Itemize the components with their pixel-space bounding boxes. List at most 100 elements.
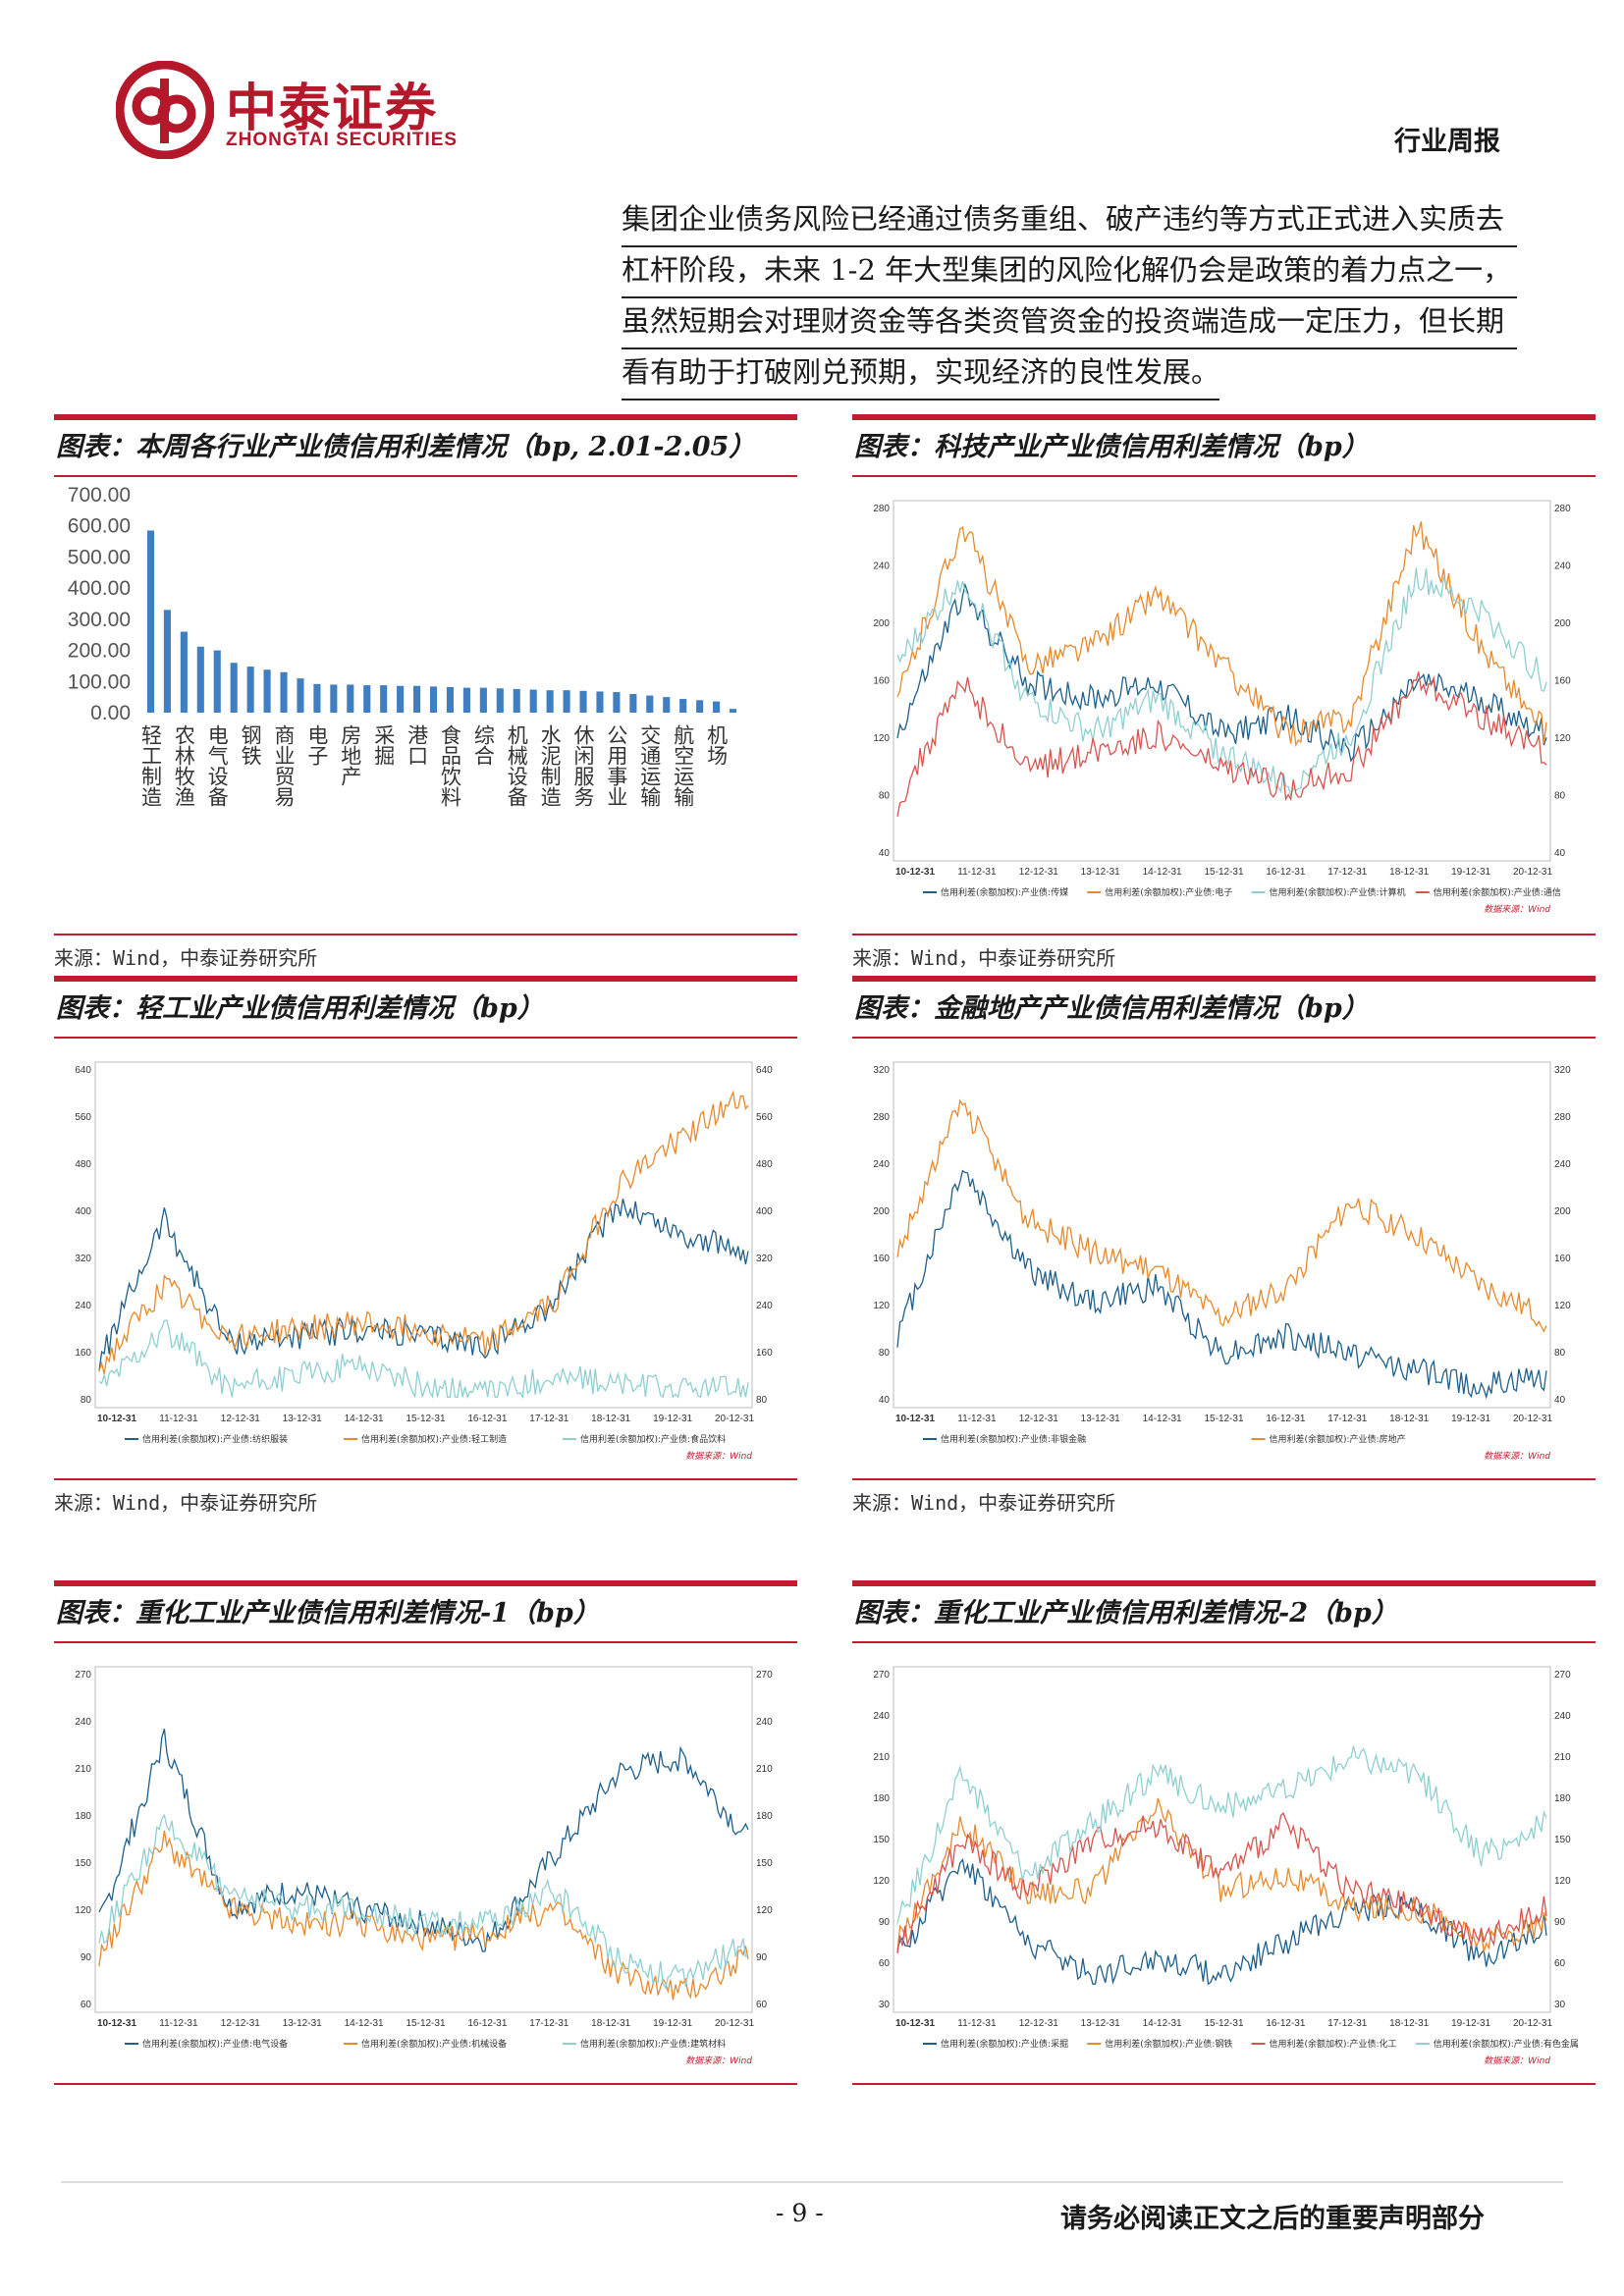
chart-data-source: 数据来源：Wind xyxy=(685,2056,752,2066)
bar xyxy=(429,686,438,713)
legend-label: 信用利差(余额加权):产业债:计算机 xyxy=(1270,886,1406,898)
x-tick-label: 18-12-31 xyxy=(1389,867,1429,878)
y-tick-label-right: 90 xyxy=(1554,1917,1566,1928)
x-tick-label: 10-12-31 xyxy=(895,867,935,878)
y-tick-label-left: 280 xyxy=(873,1112,890,1123)
y-tick-label-left: 80 xyxy=(879,1348,891,1359)
y-tick-label: 400.00 xyxy=(68,577,131,600)
series-line xyxy=(98,1830,749,2001)
legend-label: 信用利差(余额加权):产业债:钢铁 xyxy=(1105,2038,1232,2050)
series-line xyxy=(896,671,1547,818)
x-tick-label: 机场 xyxy=(705,724,729,766)
x-tick-label: 11-12-31 xyxy=(159,1414,198,1424)
series-line xyxy=(98,1090,749,1375)
bar xyxy=(462,687,470,713)
y-tick-label-right: 560 xyxy=(756,1112,773,1123)
y-tick-label-left: 320 xyxy=(75,1254,91,1264)
intro-line: 虽然短期会对理财资金等各类资管资金的投资端造成一定压力，但长期 xyxy=(622,298,1517,349)
figure-title: 图表：重化工业产业债信用利差情况-1（bp） xyxy=(54,1586,797,1643)
y-tick-label-left: 240 xyxy=(873,1711,890,1722)
y-tick-label-right: 270 xyxy=(756,1670,773,1681)
y-tick-label-left: 60 xyxy=(81,2000,92,2010)
plot-frame xyxy=(893,500,1551,862)
y-tick-label-left: 210 xyxy=(873,1752,890,1763)
y-tick-label-right: 210 xyxy=(756,1764,773,1775)
y-tick-label-right: 180 xyxy=(1554,1793,1571,1804)
bar xyxy=(546,690,554,713)
bar xyxy=(613,692,621,713)
y-tick-label-right: 280 xyxy=(1554,504,1571,514)
bar xyxy=(196,646,204,713)
y-tick-label-right: 180 xyxy=(756,1811,773,1822)
series-line xyxy=(896,1745,1547,1924)
y-tick-label-right: 150 xyxy=(756,1858,773,1869)
x-tick-label: 10-12-31 xyxy=(895,1414,935,1424)
brand-name-cn: 中泰证券 xyxy=(226,80,439,138)
y-tick-label-left: 120 xyxy=(75,1905,91,1916)
y-tick-label-right: 120 xyxy=(756,1905,773,1916)
series-line xyxy=(98,1199,749,1371)
y-tick-label-left: 160 xyxy=(873,1254,890,1264)
x-tick-label: 17-12-31 xyxy=(529,1414,568,1424)
x-tick-label: 电气设备 xyxy=(205,724,229,807)
x-tick-label: 16-12-31 xyxy=(467,1414,507,1424)
y-tick-label-left: 640 xyxy=(75,1065,91,1076)
y-tick-label-left: 200 xyxy=(873,618,890,629)
x-tick-label: 综合 xyxy=(471,724,495,766)
figure-source: 来源：Wind，中泰证券研究所 xyxy=(54,946,318,970)
bar-chart: 700.00 600.00 500.00 400.00 300.00 200.00 100.… xyxy=(68,484,737,807)
x-tick-label: 14-12-31 xyxy=(1143,867,1182,878)
series-line xyxy=(896,1857,1547,1986)
legend-label: 信用利差(余额加权):产业债:纺织服装 xyxy=(142,1433,288,1445)
title-rule xyxy=(852,414,1596,420)
y-tick-label-left: 240 xyxy=(75,1717,91,1728)
bar xyxy=(163,610,171,713)
line-chart-area: 270 270 240 240 210 210 180 180 150 150 120 120 90 90… xyxy=(54,1643,797,2085)
x-tick-label: 房地产 xyxy=(339,724,362,786)
x-tick-label: 10-12-31 xyxy=(895,2018,935,2029)
y-tick-label-right: 640 xyxy=(756,1065,773,1076)
x-tick-label: 水泥制造 xyxy=(538,724,562,807)
x-tick-label: 商业贸易 xyxy=(272,724,296,807)
y-tick-label-right: 200 xyxy=(1554,1206,1571,1217)
y-tick-label-left: 150 xyxy=(873,1835,890,1845)
x-tick-label: 13-12-31 xyxy=(283,2018,322,2029)
chart-data-source: 数据来源：Wind xyxy=(685,1451,752,1462)
y-tick-label-left: 40 xyxy=(879,1395,891,1406)
line-chart-area: 270 270 240 240 210 210 180 180 150 150 120 120 90 90… xyxy=(852,1643,1596,2085)
x-tick-label: 19-12-31 xyxy=(653,1414,692,1424)
y-tick-label-left: 200 xyxy=(873,1206,890,1217)
x-tick-label: 12-12-31 xyxy=(1019,1414,1058,1424)
y-tick-label-left: 280 xyxy=(873,504,890,514)
line-chart-area: 280 280 240 240 200 200 160 160 120 120 80 80 40 40 10… xyxy=(852,477,1596,935)
chart-data-source: 数据来源：Wind xyxy=(1484,904,1550,915)
company-logo: 中泰证券 ZHONGTAI SECURITIES xyxy=(116,61,489,159)
intro-paragraph: 集团企业债务风险已经通过债务重组、破产违约等方式正式进入实质去 杠杆阶段，未来 … xyxy=(622,196,1517,404)
y-tick-label-right: 240 xyxy=(1554,561,1571,572)
line-chart: 270 270 240 240 210 210 180 180 150 150 120 120 90 90… xyxy=(873,1666,1579,2066)
bar xyxy=(446,686,455,713)
bar xyxy=(263,669,271,713)
brand-name-en: ZHONGTAI SECURITIES xyxy=(226,130,459,150)
y-tick-label-left: 120 xyxy=(873,1301,890,1311)
legend-label: 信用利差(余额加权):产业债:电子 xyxy=(1105,886,1232,898)
x-tick-label: 14-12-31 xyxy=(1143,1414,1182,1424)
x-tick-label: 18-12-31 xyxy=(591,1414,630,1424)
chart-data-source: 数据来源：Wind xyxy=(1484,2056,1550,2066)
x-tick-label: 20-12-31 xyxy=(715,2018,754,2029)
x-tick-label: 11-12-31 xyxy=(957,2018,997,2029)
legend-label: 信用利差(余额加权):产业债:采掘 xyxy=(941,2038,1068,2050)
y-tick-label-left: 320 xyxy=(873,1065,890,1076)
x-tick-label: 10-12-31 xyxy=(97,1414,136,1424)
x-tick-label: 14-12-31 xyxy=(1143,2018,1182,2029)
x-tick-label: 交通运输 xyxy=(638,724,662,807)
y-tick-label-left: 560 xyxy=(75,1112,91,1123)
y-tick-label-right: 90 xyxy=(756,1952,768,1963)
y-tick-label-right: 30 xyxy=(1554,2000,1566,2010)
series-line xyxy=(896,1169,1547,1400)
x-tick-label: 16-12-31 xyxy=(467,2018,507,2029)
bar xyxy=(146,530,155,713)
x-tick-label: 11-12-31 xyxy=(957,867,997,878)
y-tick-label-right: 160 xyxy=(756,1348,773,1359)
x-tick-label: 农林牧渔 xyxy=(172,724,195,807)
